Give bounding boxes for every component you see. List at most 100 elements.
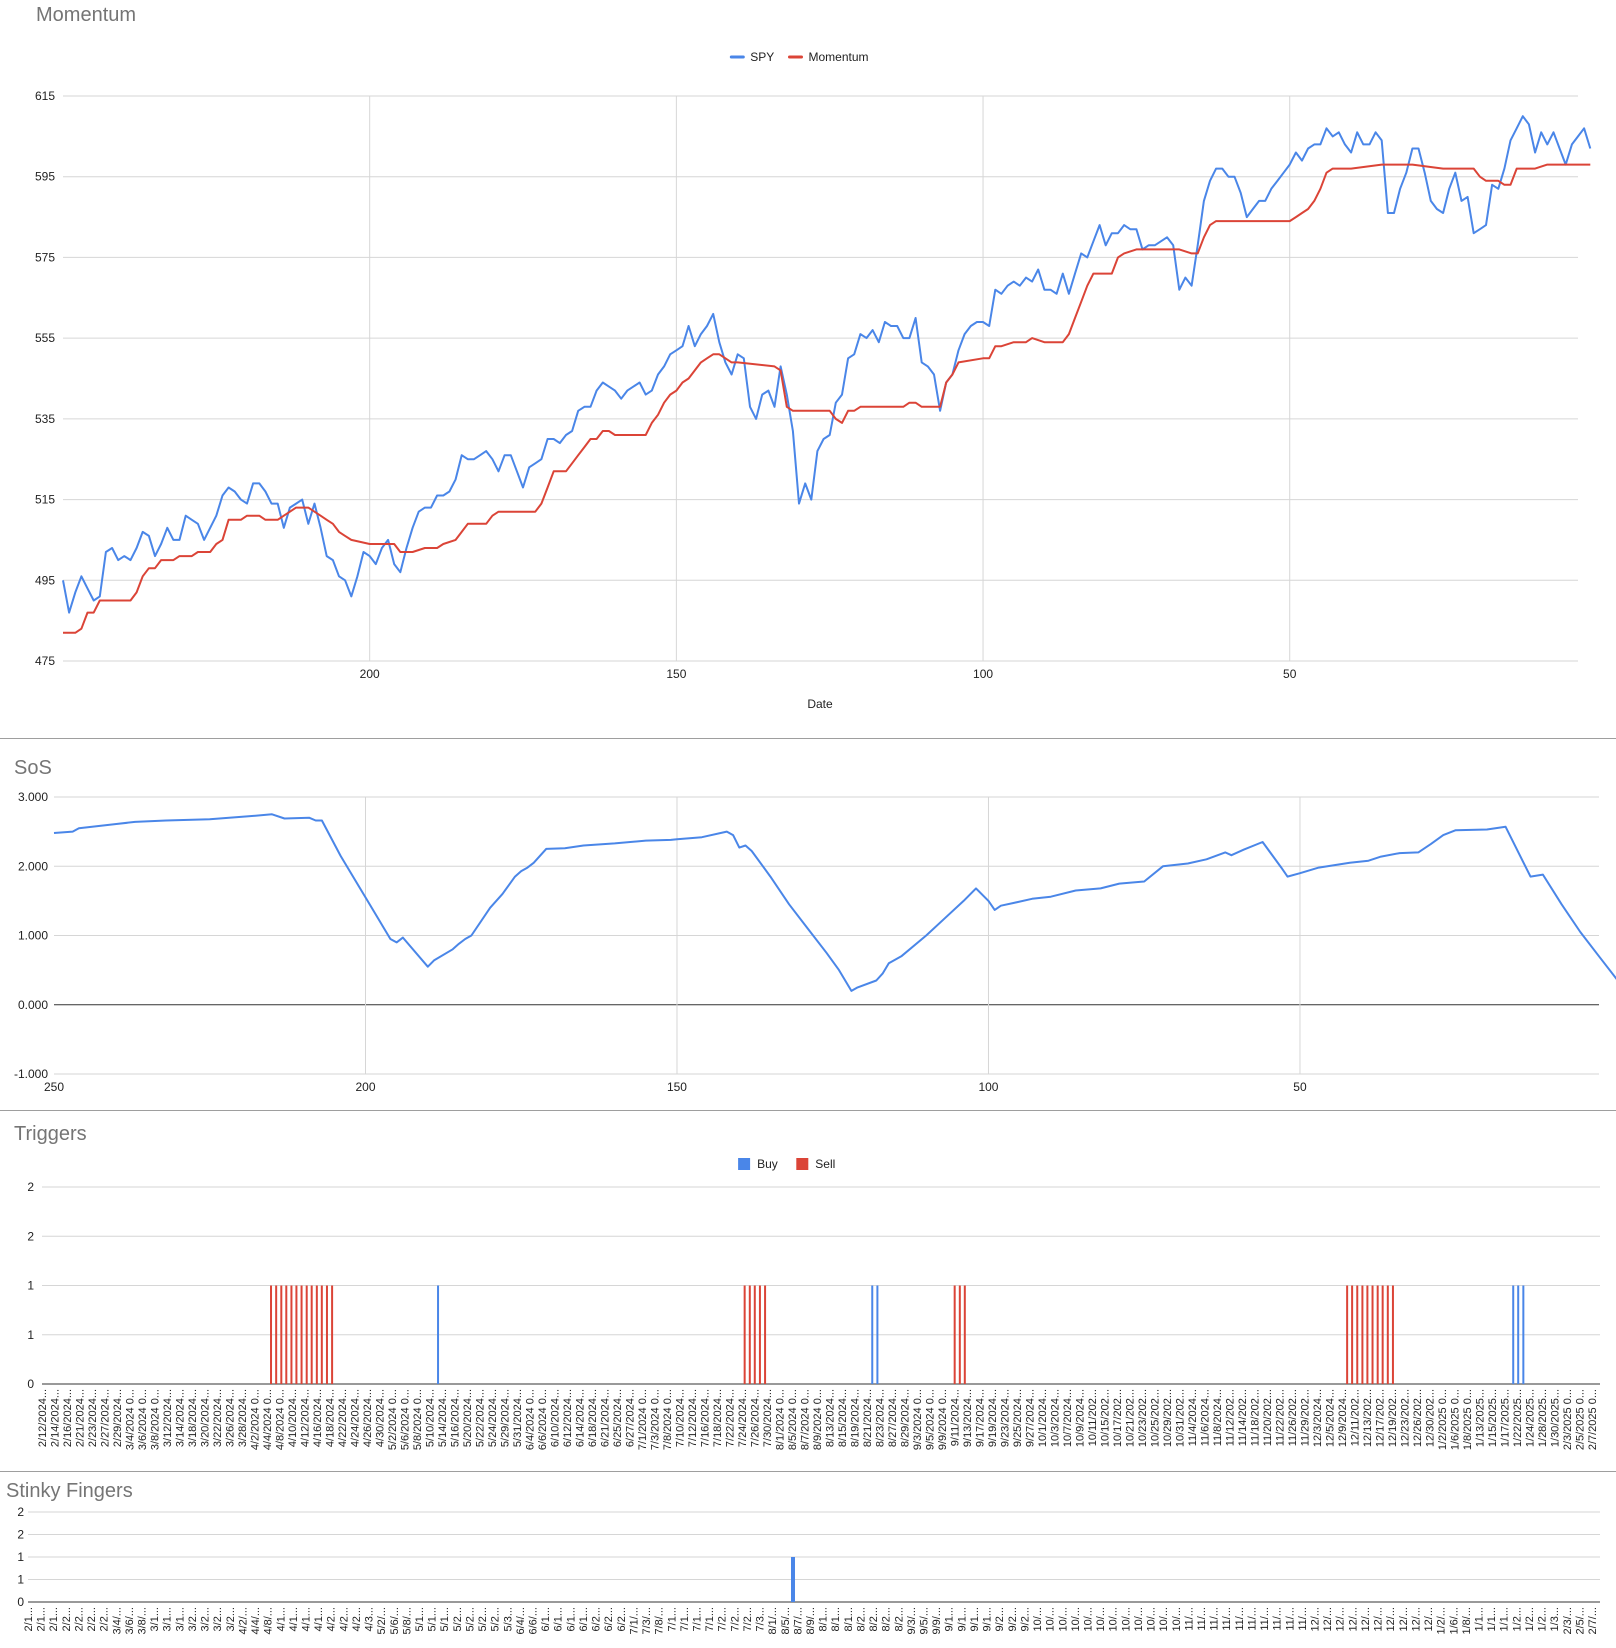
- x-category-label: 9/5/2024 0...: [925, 1389, 937, 1450]
- x-category-label: 3/28/2024...: [237, 1389, 249, 1447]
- bar-buy: [1522, 1285, 1525, 1384]
- x-category-label: 9/25/2024...: [1012, 1389, 1024, 1447]
- bar-sell: [1351, 1285, 1354, 1384]
- x-category-label: 9/1...: [982, 1607, 994, 1631]
- y-tick-label: -1.000: [14, 1067, 48, 1081]
- x-category-label: 2/1...: [48, 1607, 60, 1631]
- x-category-label: 4/2...: [351, 1607, 363, 1631]
- x-category-label: 10/...: [1082, 1607, 1094, 1631]
- x-category-label: 10/...: [1108, 1607, 1120, 1631]
- x-category-label: 1/24/2025...: [1525, 1389, 1537, 1447]
- y-tick-label: 495: [35, 573, 55, 587]
- x-category-label: 5/6/...: [389, 1607, 401, 1635]
- x-category-label: 5/2/2024 0...: [387, 1389, 399, 1450]
- x-category-label: 4/26/2024...: [362, 1389, 374, 1447]
- x-category-label: 8/1/...: [767, 1607, 779, 1635]
- x-category-label: 12/...: [1423, 1607, 1435, 1631]
- x-category-label: 1/3...: [1549, 1607, 1561, 1631]
- x-category-label: 3/22/2024...: [212, 1389, 224, 1447]
- x-category-label: 2/29/2024...: [112, 1389, 124, 1447]
- x-category-label: 4/8/2024 0...: [275, 1389, 287, 1450]
- x-category-label: 3/2...: [187, 1607, 199, 1631]
- triggers-panel: Triggers 0 1 1 2 2 2/12/2024... 2/14/2024... 2/…: [0, 1111, 1616, 1471]
- bar-sell: [1371, 1285, 1374, 1384]
- x-category-label: 2/7/2025 0...: [1587, 1389, 1599, 1450]
- y-tick-label: 2: [27, 1229, 34, 1243]
- x-category-label: 9/1...: [956, 1607, 968, 1631]
- x-category-label: 10/7/2024...: [1062, 1389, 1074, 1447]
- x-category-label: 11/20/202...: [1262, 1389, 1274, 1446]
- x-category-label: 2/21/2024...: [75, 1389, 87, 1447]
- x-category-label: 3/8/...: [137, 1607, 149, 1635]
- bar-buy: [1517, 1285, 1520, 1384]
- bar-buy: [871, 1285, 874, 1384]
- x-category-label: 4/22/2024...: [337, 1389, 349, 1447]
- x-category-label: 9/9/2024 0...: [937, 1389, 949, 1450]
- y-tick-label: 1.000: [18, 929, 48, 943]
- x-category-label: 5/6/2024 0...: [400, 1389, 412, 1450]
- bar-sell: [1381, 1285, 1384, 1384]
- x-category-label: 5/16/2024...: [450, 1389, 462, 1447]
- x-category-label: 8/1...: [818, 1607, 830, 1631]
- x-category-label: 11/6/2024...: [1200, 1389, 1212, 1446]
- x-category-label: 7/24/2024...: [737, 1389, 749, 1447]
- x-category-label: 11/4/2024...: [1187, 1389, 1199, 1446]
- x-category-label: 5/3...: [502, 1607, 514, 1631]
- x-category-label: 12/...: [1385, 1607, 1397, 1631]
- x-category-label: 2/1...: [36, 1607, 48, 1631]
- x-category-label: 7/1/2024 0...: [637, 1389, 649, 1450]
- x-category-label: 11/8/2024...: [1212, 1389, 1224, 1446]
- x-category-label: 11/29/202...: [1300, 1389, 1312, 1446]
- x-tick-label: 50: [1283, 667, 1297, 681]
- bar-sell: [958, 1285, 961, 1384]
- x-category-label: 2/2...: [99, 1607, 111, 1631]
- x-category-label: 4/30/2024...: [375, 1389, 387, 1447]
- x-category-label: 1/1...: [1486, 1607, 1498, 1631]
- y-tick-label: 1: [27, 1328, 34, 1342]
- x-category-label: 7/12/2024...: [687, 1389, 699, 1447]
- x-category-label: 5/2/...: [376, 1607, 388, 1635]
- x-category-label: 5/2...: [464, 1607, 476, 1631]
- x-category-label: 8/1...: [830, 1607, 842, 1631]
- x-category-label: 9/1...: [944, 1607, 956, 1631]
- x-category-label: 1/2...: [1537, 1607, 1549, 1631]
- x-category-label: 4/1...: [313, 1607, 325, 1631]
- x-category-label: 1/22/2025...: [1512, 1389, 1524, 1447]
- x-category-label: 7/1...: [691, 1607, 703, 1631]
- x-category-label: 8/2...: [893, 1607, 905, 1631]
- x-category-label: 12/26/202...: [1412, 1389, 1424, 1447]
- y-tick-label: 555: [35, 331, 55, 345]
- x-category-label: 8/21/2024...: [862, 1389, 874, 1447]
- x-category-label: 7/8/2024 0...: [662, 1389, 674, 1450]
- legend-label-sell: Sell: [815, 1157, 835, 1171]
- y-tick-label: 1: [17, 1573, 24, 1587]
- sos-chart: -1.000 0.000 1.000 2.000 3.000 250 200 150 100 50: [14, 790, 1616, 1094]
- legend-label-spy: SPY: [750, 50, 774, 64]
- x-category-label: 12/...: [1373, 1607, 1385, 1631]
- x-category-label: 5/1...: [427, 1607, 439, 1631]
- series-line-momentum: [63, 163, 1591, 634]
- x-category-label: 6/25/2024...: [612, 1389, 624, 1447]
- bar-sell: [1356, 1285, 1359, 1384]
- bar-sell: [310, 1285, 313, 1384]
- bar-sell: [305, 1285, 308, 1384]
- x-category-label: 9/19/2024...: [987, 1389, 999, 1447]
- x-category-label: 5/8/2024 0...: [412, 1389, 424, 1450]
- x-category-label: 3/1...: [174, 1607, 186, 1631]
- x-category-label: 7/3/...: [641, 1607, 653, 1635]
- bar-sell: [300, 1285, 303, 1384]
- bar-sell: [743, 1285, 746, 1384]
- x-category-label: 8/29/2024...: [900, 1389, 912, 1447]
- x-category-label: 9/11/2024...: [950, 1389, 962, 1446]
- x-category-label: 4/12/2024...: [300, 1389, 312, 1447]
- x-category-label: 2/1...: [23, 1607, 35, 1631]
- x-tick-label: 250: [44, 1080, 64, 1094]
- x-category-label: 2/27/2024...: [100, 1389, 112, 1447]
- x-category-label: 2/7/...: [1587, 1607, 1599, 1635]
- x-category-label: 8/15/2024...: [837, 1389, 849, 1447]
- x-category-label: 5/2...: [452, 1607, 464, 1631]
- x-category-label: 10/...: [1133, 1607, 1145, 1631]
- x-category-label: 7/1...: [704, 1607, 716, 1631]
- bar-sell: [1346, 1285, 1349, 1384]
- triggers-chart: 0 1 1 2 2 2/12/2024... 2/14/2024... 2/16/2024..…: [27, 1157, 1600, 1450]
